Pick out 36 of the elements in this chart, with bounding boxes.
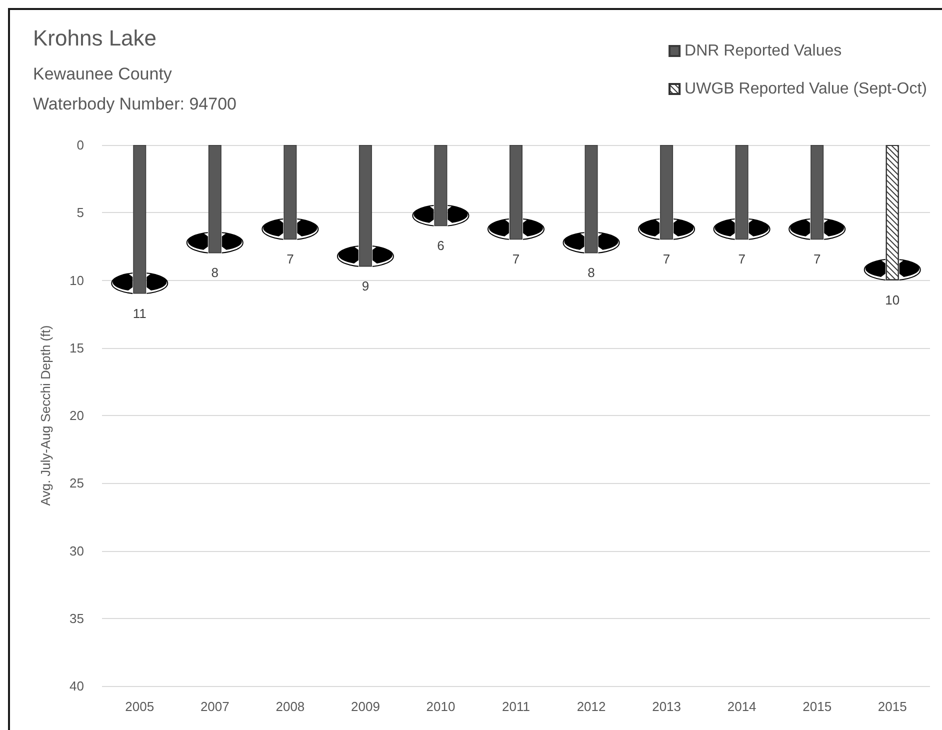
x-tick-label: 2009	[350, 699, 380, 714]
data-label: 7	[286, 252, 294, 267]
legend-label: UWGB Reported Value (Sept-Oct)	[684, 80, 927, 98]
y-tick-label: 35	[70, 610, 84, 626]
x-tick-label: 2014	[727, 699, 756, 714]
data-label: 8	[211, 265, 219, 280]
x-tick-label: 2010	[426, 699, 456, 714]
data-label: 8	[588, 265, 595, 280]
chart-title: Krohns Lake	[33, 26, 157, 50]
y-tick-label: 20	[70, 408, 84, 423]
x-tick-label: 2008	[276, 699, 305, 714]
data-label: 7	[512, 252, 520, 267]
chart-subtitle: Kewaunee County Waterbody Number: 94700	[33, 64, 236, 114]
y-tick-label: 10	[70, 272, 84, 288]
x-tick-label: 2005	[125, 699, 154, 714]
y-tick-label: 5	[76, 205, 84, 220]
y-axis-title: Avg. July-Aug Secchi Depth (ft)	[38, 325, 53, 506]
data-label: 6	[437, 238, 444, 254]
y-tick-label: 30	[70, 543, 84, 558]
legend-label: DNR Reported Values	[684, 42, 842, 60]
y-tick-label: 40	[70, 678, 84, 694]
data-label: 9	[362, 278, 370, 294]
y-tick-label: 25	[70, 476, 84, 491]
data-label: 7	[662, 252, 670, 267]
data-label: 7	[813, 252, 821, 267]
x-tick-label: 2007	[200, 699, 230, 714]
y-tick-label: 0	[76, 138, 84, 152]
x-tick-label: 2012	[576, 699, 606, 714]
y-tick-label: 15	[70, 340, 84, 356]
data-label: 7	[738, 252, 746, 267]
x-tick-label: 2013	[652, 699, 682, 714]
x-tick-label: 2015	[878, 699, 907, 714]
x-tick-label: 2015	[802, 699, 832, 714]
x-tick-label: 2011	[502, 699, 530, 714]
data-label: 10	[885, 292, 900, 308]
data-label: 11	[132, 306, 146, 321]
